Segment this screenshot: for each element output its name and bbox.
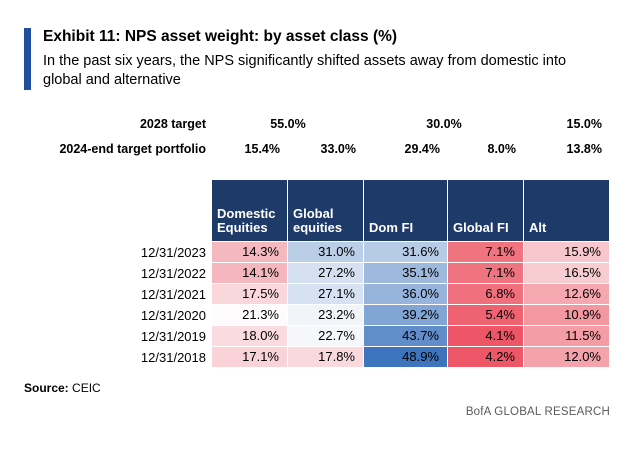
heatmap-cell: 39.2% xyxy=(364,304,448,326)
heatmap-cell: 17.5% xyxy=(212,283,288,305)
source-label: Source: xyxy=(24,380,69,395)
heatmap-cell: 43.7% xyxy=(364,325,448,347)
heatmap-cell: 23.2% xyxy=(288,304,364,326)
exhibit-subtitle: In the past six years, the NPS significa… xyxy=(43,52,567,88)
target-2024-label: 2024-end target portfolio xyxy=(59,142,206,157)
row-date: 12/31/2020 xyxy=(140,307,206,323)
heatmap-cell: 6.8% xyxy=(448,283,524,305)
row-date: 12/31/2018 xyxy=(140,349,206,365)
heatmap-cell: 12.6% xyxy=(524,283,610,305)
accent-bar xyxy=(24,28,31,90)
target-2024-global-fi: 8.0% xyxy=(487,142,517,157)
exhibit-title: Exhibit 11: NPS asset weight: by asset c… xyxy=(43,28,398,45)
heatmap-cell: 31.6% xyxy=(364,241,448,263)
target-2024-domestic-equities: 15.4% xyxy=(244,142,280,157)
column-header: Alt xyxy=(524,179,610,242)
heatmap-cell: 17.8% xyxy=(288,346,364,368)
target-2028-fixed-income: 30.0% xyxy=(426,117,462,132)
heatmap-cell: 21.3% xyxy=(212,304,288,326)
row-date: 12/31/2022 xyxy=(140,265,206,281)
branding-text: BofA GLOBAL RESEARCH xyxy=(465,406,610,418)
heatmap-cell: 17.1% xyxy=(212,346,288,368)
source-value: CEIC xyxy=(72,380,101,395)
target-row-2024: 2024-end target portfolio 15.4% 33.0% 29… xyxy=(24,137,612,162)
target-2028-label: 2028 target xyxy=(139,117,206,132)
heatmap-cell: 15.9% xyxy=(524,241,610,263)
heatmap-cell: 14.3% xyxy=(212,241,288,263)
heatmap-cell: 4.2% xyxy=(448,346,524,368)
heatmap-cell: 7.1% xyxy=(448,241,524,263)
target-row-2028: 2028 target 55.0% 30.0% 15.0% xyxy=(24,112,612,137)
column-header: Dom FI xyxy=(364,179,448,242)
heatmap-cell: 7.1% xyxy=(448,262,524,284)
targets-section: 2028 target 55.0% 30.0% 15.0% 2024-end t… xyxy=(24,112,612,162)
heatmap-cell: 35.1% xyxy=(364,262,448,284)
source-line: Source: CEIC xyxy=(24,381,612,395)
heatmap-cell: 27.1% xyxy=(288,283,364,305)
heatmap-cell: 12.0% xyxy=(524,346,610,368)
target-2028-alt: 15.0% xyxy=(566,117,602,132)
row-date: 12/31/2019 xyxy=(140,328,206,344)
heatmap-cell: 16.5% xyxy=(524,262,610,284)
exhibit-header: Exhibit 11: NPS asset weight: by asset c… xyxy=(24,28,612,90)
column-header: Global equities xyxy=(288,179,364,242)
heatmap-cell: 5.4% xyxy=(448,304,524,326)
table-corner xyxy=(24,180,212,242)
target-2024-dom-fi: 29.4% xyxy=(404,142,440,157)
exhibit-header-text: Exhibit 11: NPS asset weight: by asset c… xyxy=(43,28,603,90)
heatmap-cell: 14.1% xyxy=(212,262,288,284)
row-date: 12/31/2023 xyxy=(140,244,206,260)
heatmap-cell: 18.0% xyxy=(212,325,288,347)
heatmap-cell: 11.5% xyxy=(524,325,610,347)
target-2024-global-equities: 33.0% xyxy=(320,142,356,157)
heatmap-cell: 22.7% xyxy=(288,325,364,347)
heatmap-cell: 36.0% xyxy=(364,283,448,305)
heatmap-cell: 31.0% xyxy=(288,241,364,263)
row-date: 12/31/2021 xyxy=(140,286,206,302)
heatmap-cell: 10.9% xyxy=(524,304,610,326)
target-2028-equities: 55.0% xyxy=(270,117,306,132)
target-2024-alt: 13.8% xyxy=(566,142,602,157)
heatmap-cell: 27.2% xyxy=(288,262,364,284)
heatmap-cell: 4.1% xyxy=(448,325,524,347)
column-header: Global FI xyxy=(448,179,524,242)
heatmap-cell: 48.9% xyxy=(364,346,448,368)
column-header: Domestic Equities xyxy=(212,179,288,242)
asset-weight-heatmap-table: Domestic Equities Global equities Dom FI Gl… xyxy=(24,179,612,368)
